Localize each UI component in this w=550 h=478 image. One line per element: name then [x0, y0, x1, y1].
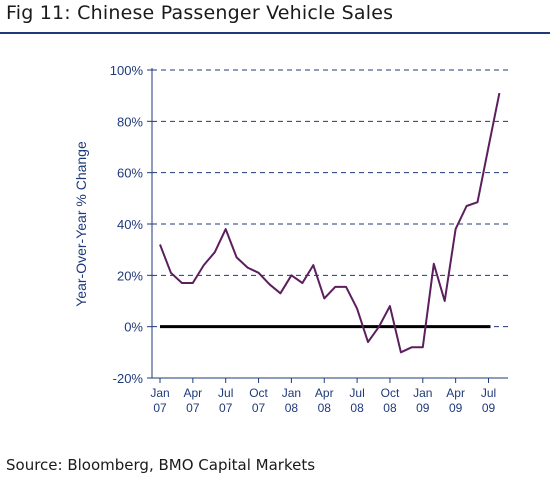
x-tick-label-year: 08: [383, 401, 397, 415]
y-tick-label: 100%: [110, 63, 144, 78]
x-tick-label-year: 08: [285, 401, 299, 415]
x-tick-label-year: 08: [350, 401, 364, 415]
y-tick-label: 40%: [117, 217, 143, 232]
y-tick-label: 20%: [117, 268, 143, 283]
x-tick-label-year: 08: [318, 401, 332, 415]
series-line: [159, 92, 501, 354]
x-tick-label-month: Apr: [315, 386, 334, 400]
x-tick-label-month: Jan: [282, 386, 301, 400]
x-tick-label-month: Oct: [381, 386, 400, 400]
y-tick-label: 80%: [117, 114, 143, 129]
y-tick-label: 0%: [124, 320, 143, 335]
x-tick-label-year: 07: [153, 401, 167, 415]
x-tick-label-month: Jul: [481, 386, 496, 400]
y-tick-label: 60%: [117, 166, 143, 181]
x-tick-label-year: 07: [252, 401, 266, 415]
x-tick-label-year: 07: [186, 401, 200, 415]
figure-title: Fig 11: Chinese Passenger Vehicle Sales: [6, 2, 394, 24]
x-tick-label-month: Jan: [413, 386, 432, 400]
x-tick-label-month: Jan: [150, 386, 169, 400]
axes: [147, 68, 508, 383]
source-note: Source: Bloomberg, BMO Capital Markets: [6, 456, 316, 474]
x-tick-label-year: 09: [482, 401, 496, 415]
y-tick-labels: -20% 0% 20% 40% 60% 80% 100%: [110, 63, 144, 386]
y-axis-label: Year-Over-Year % Change: [73, 141, 89, 307]
x-tick-labels: Jan07Apr07Jul07Oct07Jan08Apr08Jul08Oct08…: [150, 386, 496, 415]
title-divider: [0, 32, 550, 34]
y-tick-label: -20%: [113, 371, 144, 386]
gridlines: [152, 69, 508, 328]
x-tick-label-month: Jul: [349, 386, 364, 400]
x-tick-label-year: 07: [219, 401, 233, 415]
x-tick-label-year: 09: [416, 401, 430, 415]
x-tick-label-month: Apr: [446, 386, 465, 400]
x-tick-label-month: Jul: [218, 386, 233, 400]
x-tick-label-month: Apr: [184, 386, 203, 400]
x-tick-label-month: Oct: [249, 386, 268, 400]
x-tick-label-year: 09: [449, 401, 463, 415]
